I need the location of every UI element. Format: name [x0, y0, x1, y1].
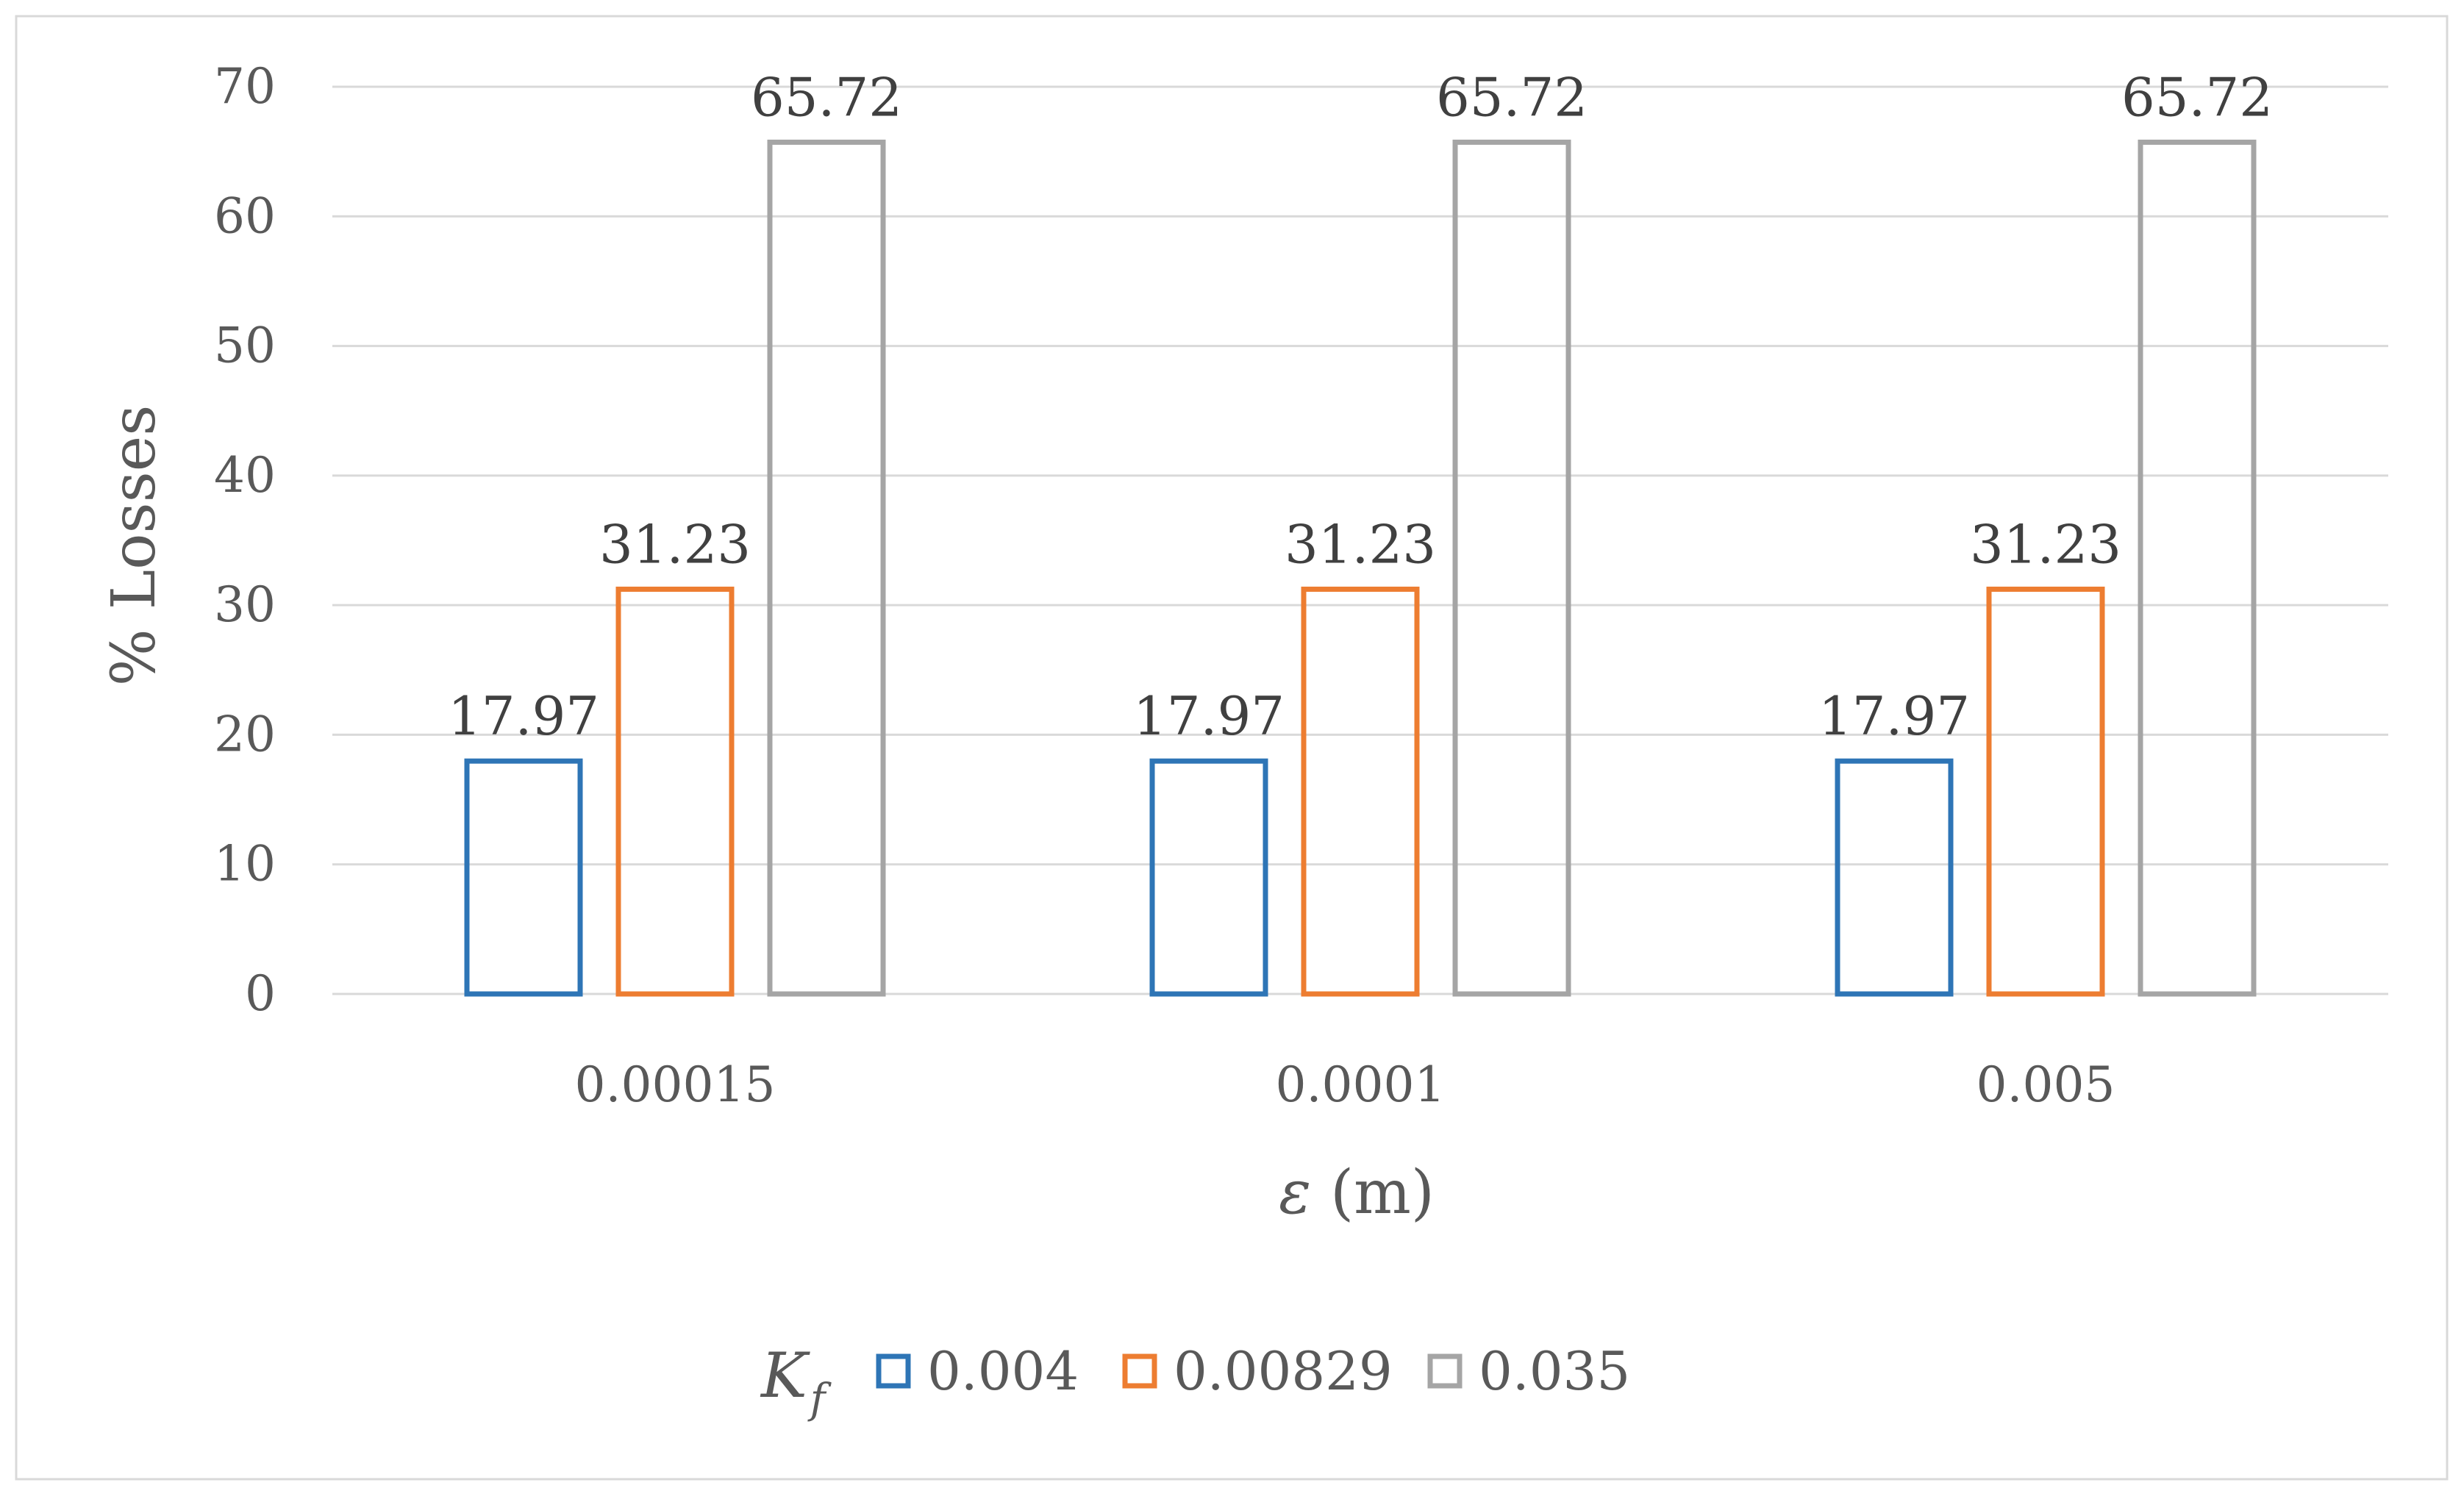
- x-axis-title-unit: (m): [1330, 1158, 1435, 1228]
- data-label: 17.97: [448, 685, 599, 747]
- chart-border: [15, 15, 2449, 1481]
- y-axis-title: % Losses: [99, 405, 169, 687]
- bar: [1452, 139, 1571, 997]
- legend-items: 0.004 0.00829 0.035: [876, 1340, 1630, 1402]
- bar: [767, 139, 886, 997]
- y-tick-label: 20: [214, 706, 276, 762]
- data-label: 31.23: [1970, 513, 2121, 575]
- data-labels: 17.97 31.23 65.72 17.97 31.23 65.72 17.97 31.23…: [448, 66, 2273, 747]
- bar: [1986, 586, 2105, 997]
- legend-label: 0.004: [927, 1340, 1079, 1402]
- y-tick-label: 70: [214, 58, 276, 115]
- data-label: 31.23: [1285, 513, 1436, 575]
- bar: [1301, 586, 1420, 997]
- x-axis-ticks: 0.00015 0.0001 0.005: [575, 1056, 2115, 1113]
- bar: [1149, 758, 1268, 997]
- y-tick-label: 50: [214, 318, 276, 374]
- data-label: 17.97: [1133, 685, 1285, 747]
- data-label: 65.72: [2121, 66, 2273, 128]
- data-label: 65.72: [751, 66, 902, 128]
- y-tick-label: 0: [245, 965, 276, 1022]
- x-tick-label: 0.0001: [1276, 1056, 1446, 1113]
- bar: [2138, 139, 2257, 997]
- gridlines: [332, 85, 2388, 995]
- bar: [1835, 758, 1954, 997]
- legend-swatch: [1427, 1353, 1463, 1389]
- legend-swatch: [876, 1353, 911, 1389]
- x-axis-title: ε (m): [1279, 1158, 1435, 1228]
- x-axis-title-symbol: ε: [1279, 1158, 1311, 1228]
- data-label: 31.23: [599, 513, 751, 575]
- data-label: 65.72: [1436, 66, 1588, 128]
- legend-label: 0.035: [1479, 1340, 1630, 1402]
- x-axis-title-space: [1311, 1158, 1330, 1228]
- legend: Kf 0.004 0.00829 0.035: [760, 1339, 1630, 1423]
- x-tick-label: 0.005: [1976, 1056, 2115, 1113]
- bars: [464, 139, 2257, 997]
- y-tick-label: 40: [214, 447, 276, 504]
- y-axis-ticks: 0 10 20 30 40 50 60 70: [214, 58, 276, 1022]
- legend-label: 0.00829: [1174, 1340, 1393, 1402]
- y-tick-label: 10: [214, 836, 276, 893]
- bar: [615, 586, 735, 997]
- y-tick-label: 30: [214, 576, 276, 633]
- legend-title-main: K: [760, 1339, 810, 1412]
- data-label: 17.97: [1818, 685, 1970, 747]
- y-tick-label: 60: [214, 187, 276, 244]
- legend-swatch: [1122, 1353, 1157, 1389]
- bar: [464, 758, 583, 997]
- x-tick-label: 0.00015: [575, 1056, 776, 1113]
- legend-title: Kf: [760, 1339, 832, 1423]
